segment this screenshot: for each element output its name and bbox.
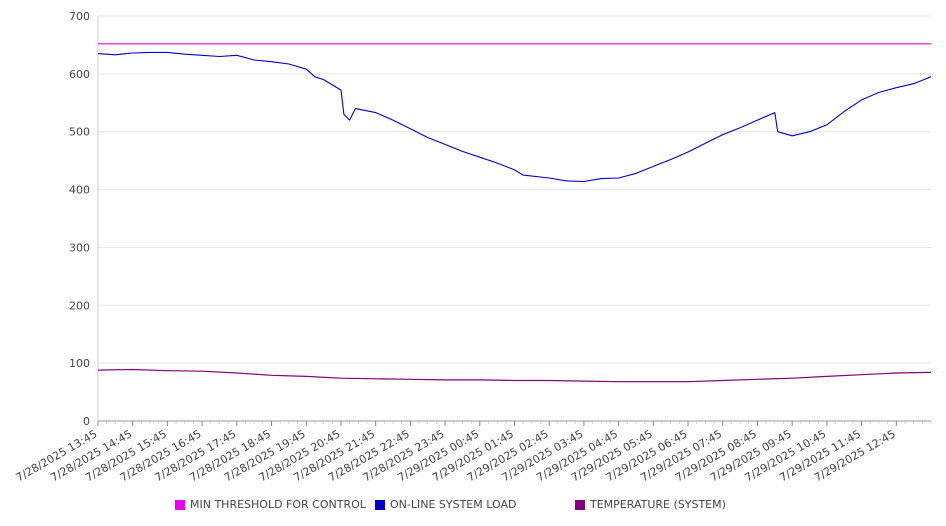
series-line-temperature: [97, 368, 932, 383]
y-tick-label: 400: [69, 184, 90, 197]
series-line-system-load: [97, 51, 932, 183]
y-tick-label: 200: [69, 299, 90, 312]
y-tick-label: 700: [69, 10, 90, 23]
legend-label-temperature: TEMPERATURE (SYSTEM): [590, 498, 726, 511]
legend-item-system-load: ON-LINE SYSTEM LOAD: [375, 498, 516, 511]
chart-legend: MIN THRESHOLD FOR CONTROL ON-LINE SYSTEM…: [0, 498, 946, 518]
y-tick-label: 500: [69, 126, 90, 139]
legend-swatch-temperature: [575, 499, 585, 510]
legend-swatch-system-load: [375, 499, 385, 510]
y-tick-label: 0: [83, 415, 90, 428]
legend-label-min-threshold: MIN THRESHOLD FOR CONTROL: [190, 498, 366, 511]
y-tick-label: 100: [69, 357, 90, 370]
y-tick-label: 300: [69, 241, 90, 254]
legend-swatch-min-threshold: [175, 499, 185, 510]
legend-item-temperature: TEMPERATURE (SYSTEM): [575, 498, 726, 511]
y-tick-label: 600: [69, 68, 90, 81]
legend-item-min-threshold: MIN THRESHOLD FOR CONTROL: [175, 498, 366, 511]
legend-label-system-load: ON-LINE SYSTEM LOAD: [390, 498, 517, 511]
